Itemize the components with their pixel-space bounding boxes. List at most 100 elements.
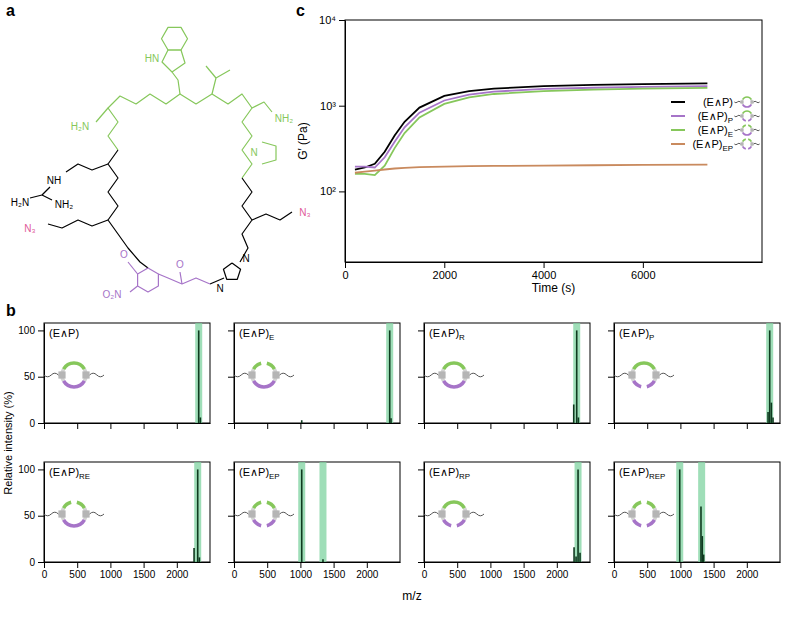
y-axis: [418, 324, 425, 424]
tick-mark: [38, 377, 44, 378]
expected-band: [575, 462, 582, 562]
tick-mark: [38, 423, 44, 424]
schematic-tail: [470, 512, 484, 516]
schematic-arc: [442, 361, 466, 370]
structure: HNH₂NNH₂NNHH₂NNH₂N₃N₃O₂NOONN: [11, 27, 311, 300]
atom-label: H₂N: [71, 121, 89, 132]
x-tick: [44, 423, 45, 429]
tick-label: 10³: [320, 100, 336, 112]
peak: [576, 330, 578, 423]
schematic-tail: [754, 101, 760, 103]
tick-label: 1500: [323, 569, 346, 580]
subplot-title-main: (E∧P): [619, 327, 649, 339]
plot-frame: [44, 323, 210, 423]
schematic-arc: [748, 118, 752, 122]
x-tick: 500: [449, 562, 466, 580]
peak: [389, 330, 391, 423]
schematic-tail: [234, 512, 248, 516]
x-tick: [234, 423, 235, 429]
subplot-title-sub: E: [269, 333, 274, 342]
schematic-arc: [742, 132, 752, 136]
tick-mark: [228, 423, 234, 424]
schematic-tail: [660, 373, 674, 377]
subplot-title-main: (E∧P): [239, 466, 269, 478]
x-tick: 500: [259, 562, 276, 580]
tick-mark: [418, 516, 424, 517]
x-tick: [77, 423, 78, 429]
subplot-title: (E∧P)R: [429, 327, 465, 342]
tick-mark: [228, 469, 234, 470]
subplot: (E∧P)R: [418, 323, 591, 429]
x-tick: 2000: [433, 262, 457, 281]
x-tick: 2000: [166, 562, 189, 580]
schematic: [734, 96, 759, 108]
tick-mark: [680, 423, 681, 429]
schematic-anchor: [750, 128, 753, 131]
x-tick: [367, 423, 368, 429]
x-tick: 1000: [480, 562, 503, 580]
tick-mark: [177, 423, 178, 429]
schematic-arc: [742, 124, 746, 128]
schematic-arc: [751, 99, 753, 105]
schematic-arc: [632, 501, 642, 509]
subplot: 0500100015002000(E∧P)REP: [608, 462, 781, 580]
schematic-tail: [90, 512, 104, 516]
tick-label: 1500: [703, 569, 726, 580]
y-tick: [608, 516, 614, 517]
tick-label: 2000: [736, 569, 759, 580]
tick-mark: [367, 562, 368, 568]
schematic-arc: [442, 500, 466, 509]
peak: [772, 417, 774, 423]
bond: [162, 27, 188, 50]
schematic-anchor: [740, 128, 743, 131]
schematic-anchor: [750, 100, 753, 103]
y-tick: [228, 423, 234, 424]
legend-entry-sub: P: [728, 116, 733, 125]
axis-line: [45, 423, 211, 424]
peak: [573, 404, 575, 423]
axis-line: [234, 324, 235, 424]
schematic-anchor: [652, 371, 659, 378]
expected-band: [676, 462, 683, 562]
x-tick: [524, 423, 525, 429]
legend-swatch: [671, 129, 685, 131]
tick-label: 1000: [480, 569, 503, 580]
y-tick: 50: [24, 371, 44, 382]
bond: [48, 220, 108, 228]
marks: [302, 323, 393, 423]
y-axis: 10²10³10⁴: [319, 14, 345, 262]
schematic: [734, 110, 759, 121]
x-tick: 0: [612, 562, 618, 580]
schematic-arc: [252, 519, 262, 527]
tick-label: 0: [29, 557, 35, 568]
tick-mark: [38, 562, 44, 563]
schematic-arc: [62, 501, 72, 509]
y-tick: [228, 377, 234, 378]
schematic-tail: [424, 512, 438, 516]
atom-label: N: [216, 283, 223, 294]
marks: [676, 462, 705, 562]
x-tick: [334, 423, 335, 429]
y-axis: [228, 324, 235, 424]
atom-label: O: [176, 259, 184, 270]
peak: [198, 330, 200, 423]
schematic-arc: [742, 96, 752, 100]
y-tick: 10³: [320, 100, 345, 112]
subplot-title-sub: REP: [649, 472, 665, 481]
marks: [194, 462, 201, 562]
subplot-title: (E∧P)REP: [619, 466, 665, 481]
legend-entry-sub: EP: [722, 144, 733, 153]
tick-mark: [339, 20, 345, 21]
tick-mark: [614, 423, 615, 429]
axis-line: [235, 423, 401, 424]
atom-label: NH₂: [275, 113, 293, 124]
subplot-title: (E∧P)P: [619, 327, 654, 342]
subplot: (E∧P)E: [228, 323, 401, 429]
schematic: [424, 361, 484, 389]
y-axis: 050100: [18, 324, 44, 429]
x-axis: [425, 423, 591, 429]
subplot-title: (E∧P)EP: [239, 466, 280, 481]
schematic-anchor: [628, 510, 635, 517]
bond: [42, 187, 50, 195]
x-tick: 1500: [703, 562, 726, 580]
